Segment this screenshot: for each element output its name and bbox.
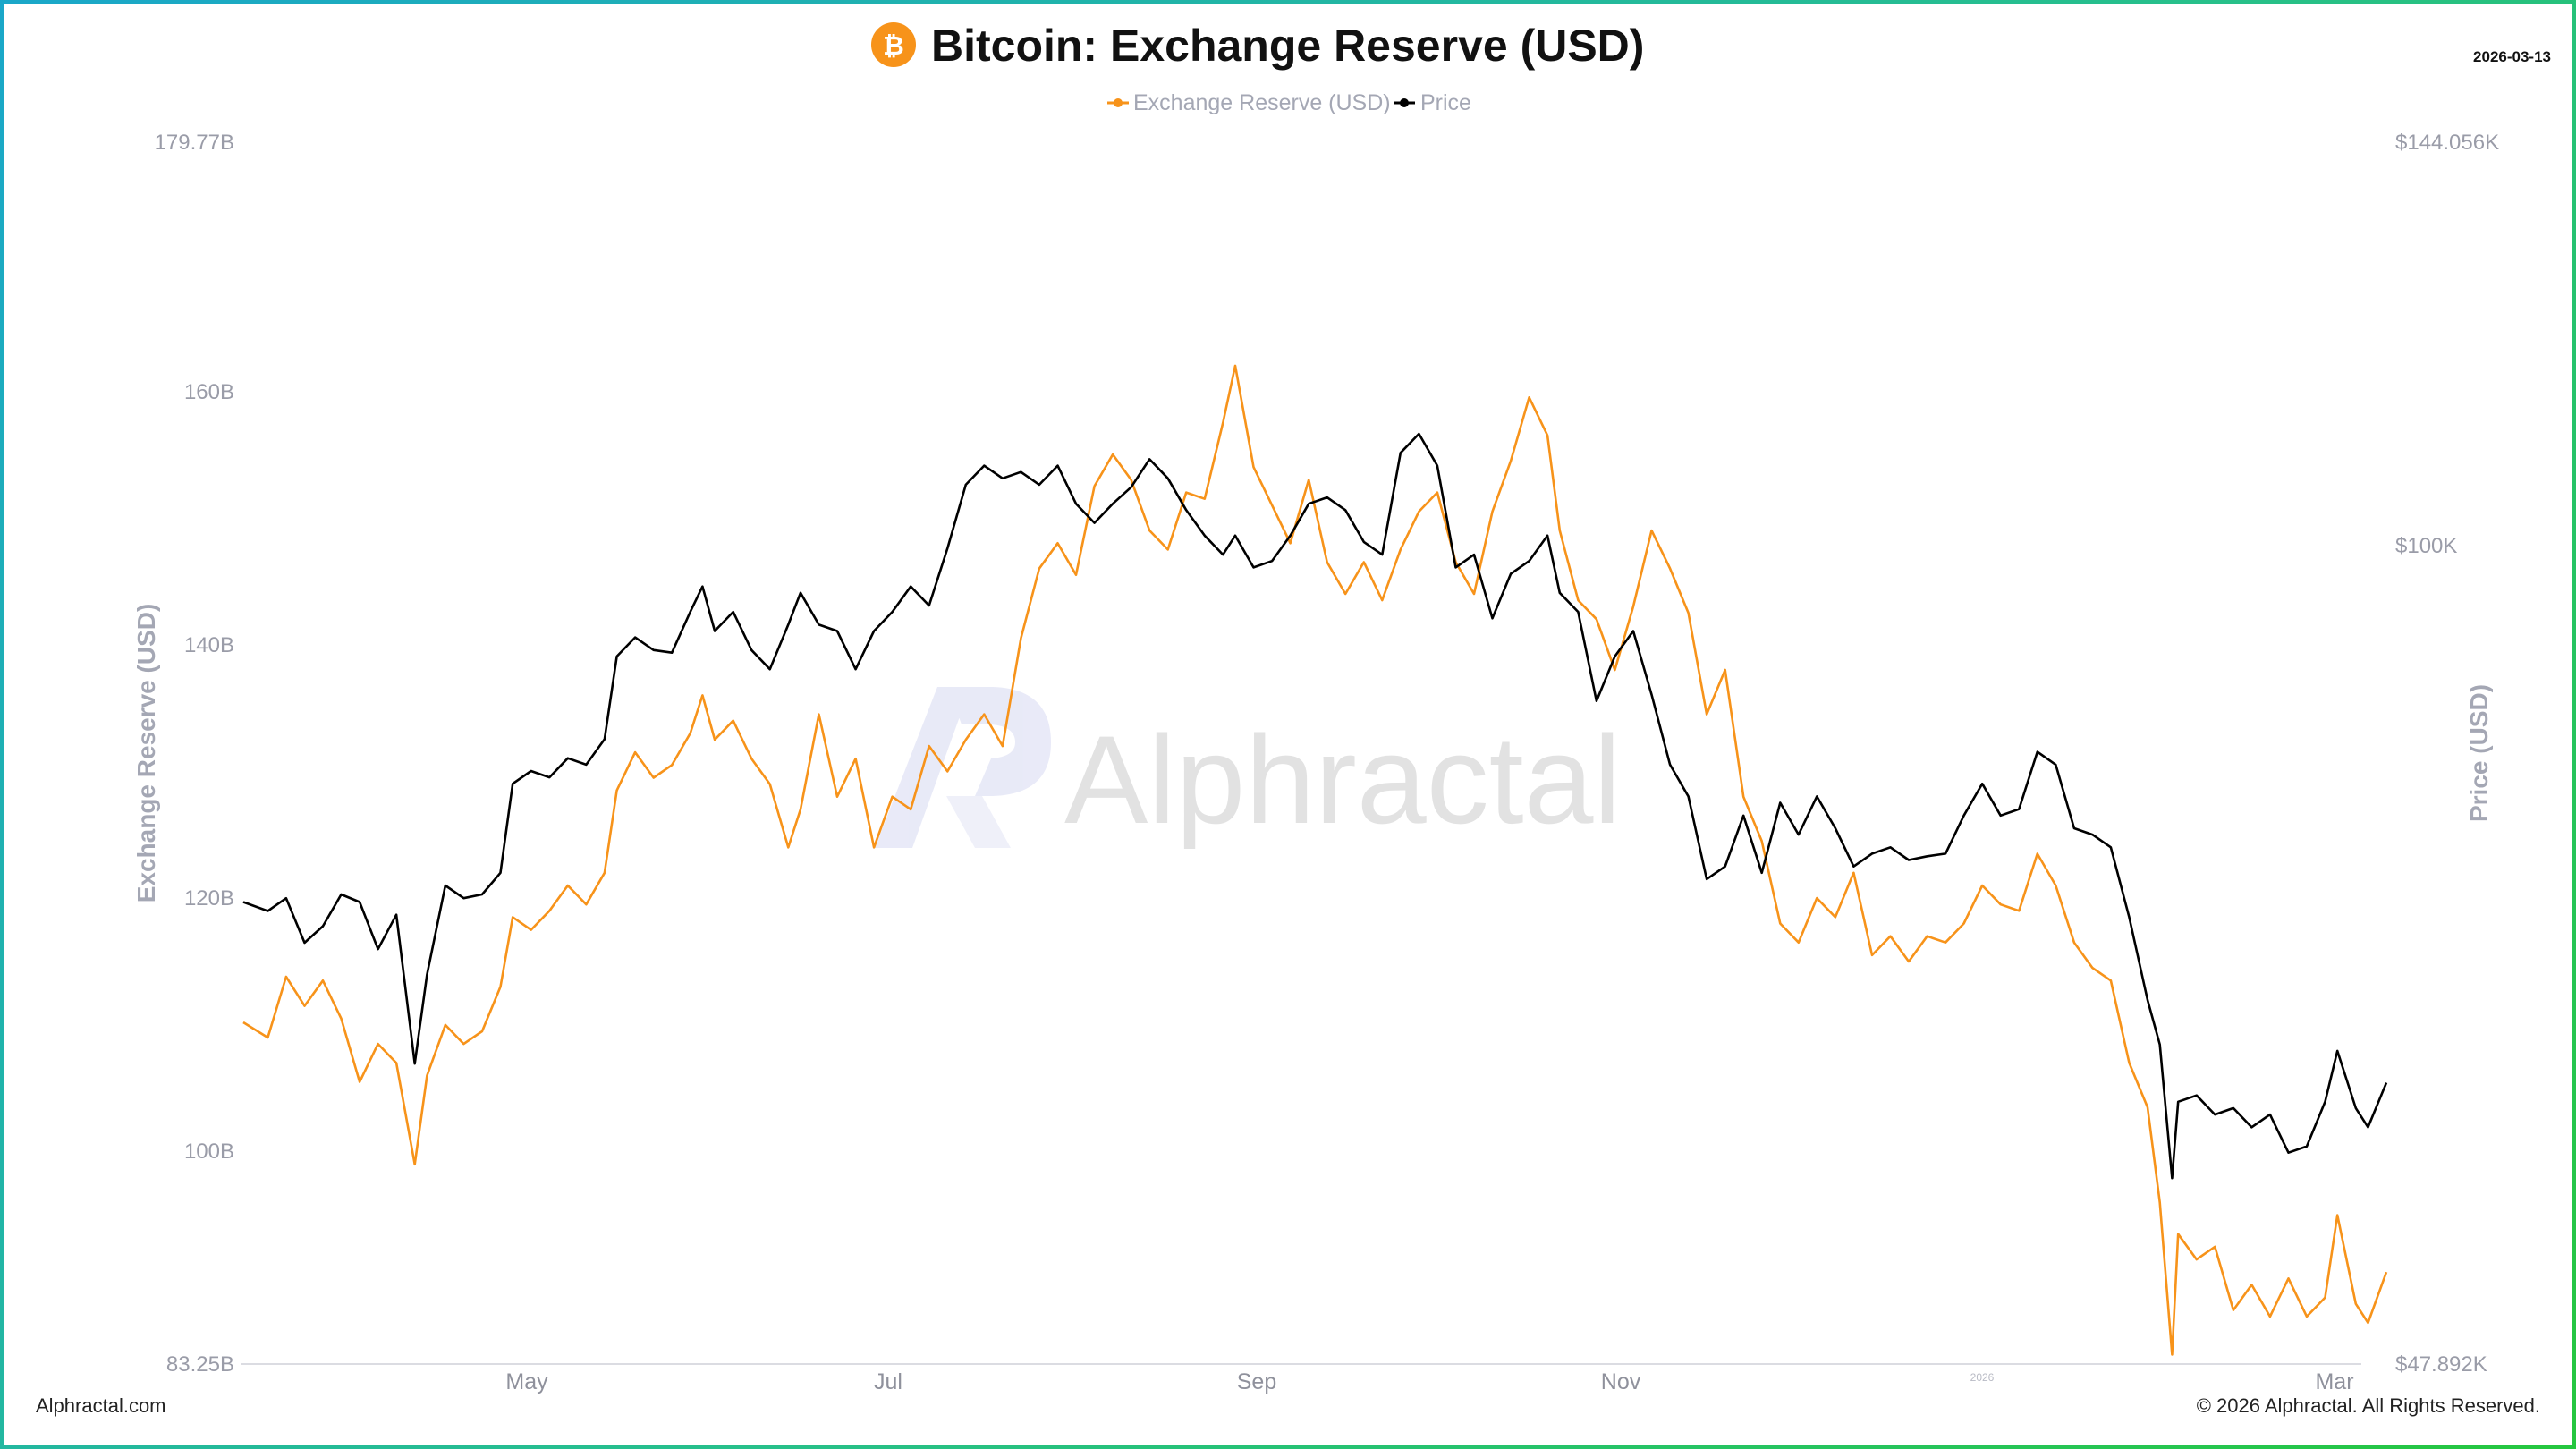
legend-item-reserve[interactable]: Exchange Reserve (USD) [1107, 90, 1391, 115]
footer-site-link[interactable]: Alphractal.com [36, 1394, 166, 1417]
legend[interactable]: Exchange Reserve (USD) Price [1107, 90, 1471, 115]
legend-label-price: Price [1420, 90, 1471, 115]
watermark-text: Alphractal [1064, 709, 1622, 850]
y-left-tick: 83.25B [166, 1352, 234, 1377]
chart-title: Bitcoin: Exchange Reserve (USD) [931, 21, 1644, 71]
header: ₿ Bitcoin: Exchange Reserve (USD) 2026-0… [871, 21, 2551, 71]
bitcoin-icon [871, 22, 916, 67]
x-tick: Jul [874, 1369, 902, 1394]
x-tick: Mar [2315, 1369, 2353, 1394]
legend-item-price[interactable]: Price [1394, 90, 1471, 115]
series-line-price [242, 432, 2388, 1180]
y-right-axis: $144.056K $100K $47.892K Price (USD) [2395, 131, 2499, 1377]
bitcoin-icon-glyph: ₿ [883, 30, 904, 61]
y-right-tick: $144.056K [2395, 131, 2499, 155]
watermark-logo-icon [875, 687, 1051, 848]
footer-copyright: © 2026 Alphractal. All Rights Reserved. [2197, 1394, 2540, 1417]
series-line-exchange-reserve [242, 364, 2388, 1356]
plot-area [242, 364, 2388, 1356]
x-tick: May [505, 1369, 548, 1394]
watermark: Alphractal [875, 687, 1622, 850]
y-right-axis-title: Price (USD) [2465, 684, 2493, 822]
y-left-axis: 179.77B 160B 140B 120B 100B 83.25B Excha… [132, 131, 234, 1377]
y-left-tick: 160B [184, 380, 234, 404]
y-left-tick: 140B [184, 633, 234, 657]
y-left-tick: 179.77B [155, 131, 234, 155]
x-axis: May Jul Sep Nov 2026 Mar [242, 1363, 2361, 1394]
y-right-tick: $47.892K [2395, 1352, 2487, 1377]
x-year-marker: 2026 [1970, 1371, 1995, 1384]
x-tick: Sep [1237, 1369, 1276, 1394]
x-tick: Nov [1601, 1369, 1641, 1394]
y-left-tick: 100B [184, 1140, 234, 1164]
y-left-axis-title: Exchange Reserve (USD) [132, 604, 160, 903]
date-label: 2026-03-13 [2473, 48, 2551, 65]
legend-label-reserve: Exchange Reserve (USD) [1133, 90, 1391, 115]
footer: Alphractal.com © 2026 Alphractal. All Ri… [36, 1394, 2540, 1417]
y-right-tick: $100K [2395, 534, 2457, 558]
y-left-tick: 120B [184, 886, 234, 911]
